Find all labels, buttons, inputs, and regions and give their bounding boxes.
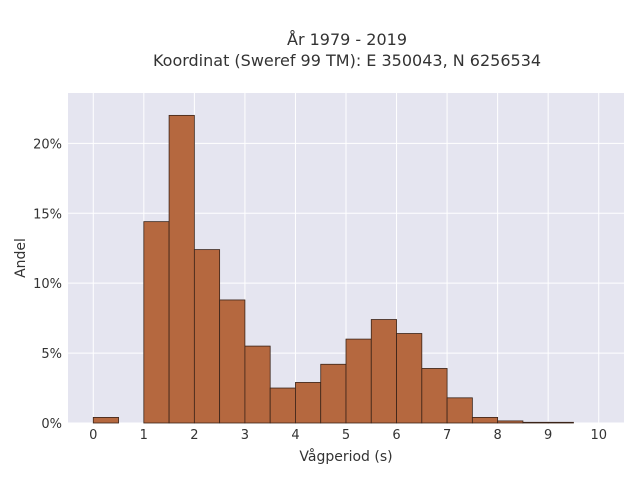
chart-title: År 1979 - 2019	[287, 30, 407, 49]
histogram-bar	[471, 417, 499, 424]
histogram-bar	[295, 382, 322, 424]
y-tick-label: 10%	[33, 277, 62, 292]
y-axis-label: Andel	[13, 238, 29, 278]
histogram-bar	[497, 420, 524, 424]
y-tick-label: 15%	[33, 207, 62, 222]
x-tick-label: 5	[342, 428, 350, 443]
x-tick-label: 10	[590, 428, 607, 443]
x-tick-label: 9	[544, 428, 552, 443]
histogram-bar	[547, 421, 574, 424]
x-axis-ticks: 0 1 2 3 4 5 6 7 8 9 10	[89, 428, 607, 443]
histogram-bar	[320, 363, 347, 424]
histogram-bar	[396, 333, 423, 424]
histogram-bar	[244, 345, 271, 424]
x-tick-label: 8	[493, 428, 501, 443]
histogram-bar	[522, 421, 549, 424]
histogram-bar	[92, 417, 119, 424]
y-tick-label: 0%	[41, 417, 62, 432]
histogram-bar	[345, 338, 372, 424]
histogram-bar	[370, 319, 397, 424]
y-tick-label: 5%	[41, 347, 62, 362]
x-axis-label: Vågperiod (s)	[299, 448, 392, 465]
bars	[92, 114, 574, 424]
histogram-bar	[219, 299, 246, 424]
chart-subtitle: Koordinat (Sweref 99 TM): E 350043, N 62…	[153, 51, 541, 70]
x-tick-label: 0	[89, 428, 97, 443]
x-tick-label: 1	[140, 428, 148, 443]
histogram-bar	[193, 249, 221, 424]
histogram-bar	[143, 221, 170, 424]
x-tick-label: 4	[291, 428, 299, 443]
x-tick-label: 6	[392, 428, 400, 443]
histogram-bar	[446, 397, 473, 424]
y-tick-label: 20%	[33, 137, 62, 152]
y-axis-ticks: 0% 5% 10% 15% 20%	[33, 137, 62, 432]
histogram-bar	[269, 387, 296, 424]
x-tick-label: 3	[241, 428, 249, 443]
histogram-bar	[168, 114, 195, 424]
x-tick-label: 2	[190, 428, 198, 443]
histogram-bar	[421, 368, 448, 424]
x-tick-label: 7	[443, 428, 451, 443]
